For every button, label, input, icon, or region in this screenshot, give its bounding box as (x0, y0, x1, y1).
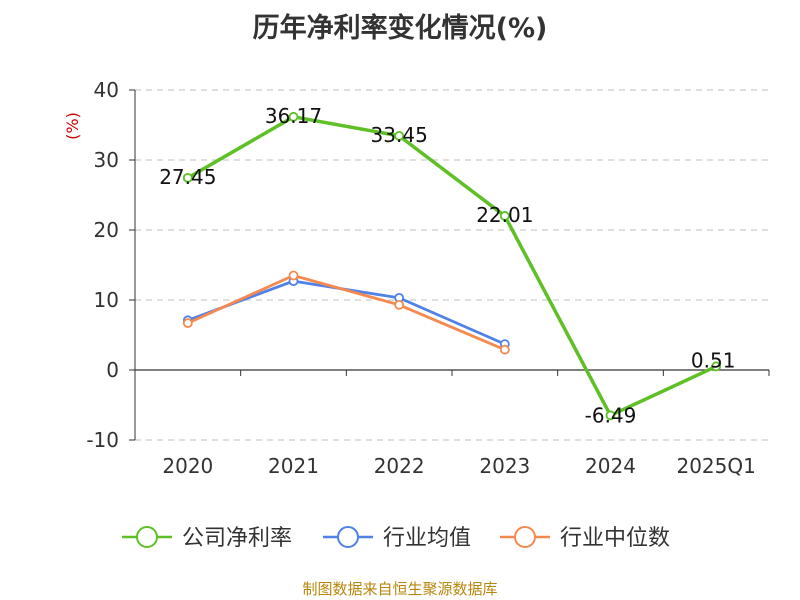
axes: -10 0 10 20 30 40 2020 2021 2022 2023 2024 2025Q1 (%… (63, 78, 770, 478)
legend-label: 行业均值 (383, 526, 471, 551)
data-point (394, 130, 405, 141)
y-tick-label: 20 (94, 218, 119, 242)
legend: 公司净利率 行业均值 行业中位数 (122, 526, 670, 551)
x-tick-label: 2020 (162, 454, 213, 478)
legend-item: 行业均值 (323, 526, 471, 551)
data-point (182, 172, 193, 183)
series-layer (182, 111, 722, 421)
y-tick-label: 0 (106, 358, 119, 382)
data-point (605, 410, 616, 421)
data-label: 0.51 (691, 348, 736, 372)
x-tick-label: 2024 (585, 454, 636, 478)
y-axis-unit-label: (%) (63, 112, 82, 140)
grid-lines (135, 89, 769, 441)
legend-marker (514, 526, 536, 548)
chart-title: 历年净利率变化情况(%) (252, 13, 548, 44)
series-line (187, 274, 506, 351)
data-label: 33.45 (371, 123, 428, 147)
legend-marker (337, 526, 359, 548)
legend-item: 行业中位数 (500, 526, 670, 551)
data-label: 27.45 (159, 165, 216, 189)
y-tick-label: 30 (94, 148, 119, 172)
y-tick-label: 40 (94, 78, 119, 102)
data-labels: 27.45 36.17 33.45 22.01 -6.49 0.51 (159, 104, 735, 428)
legend-marker (136, 526, 158, 548)
legend-item: 公司净利率 (122, 526, 292, 551)
data-label: 22.01 (476, 203, 533, 227)
source-footer: 制图数据来自恒生聚源数据库 (302, 580, 498, 598)
x-tick-label: 2022 (374, 454, 425, 478)
data-label: -6.49 (585, 403, 637, 427)
data-point (182, 318, 193, 329)
data-label: 36.17 (265, 104, 322, 128)
data-point (499, 344, 510, 355)
data-point (288, 111, 299, 122)
legend-label: 公司净利率 (182, 526, 292, 551)
data-point (288, 270, 299, 281)
y-tick-label: 10 (94, 288, 119, 312)
x-tick-label: 2023 (479, 454, 530, 478)
data-point (499, 211, 510, 221)
y-tick-label: -10 (86, 428, 119, 452)
data-point (394, 299, 405, 310)
x-tick-label: 2021 (268, 454, 319, 478)
data-point (711, 361, 722, 372)
series-line (186, 115, 717, 418)
legend-label: 行业中位数 (560, 526, 670, 551)
x-tick-label: 2025Q1 (676, 454, 755, 478)
